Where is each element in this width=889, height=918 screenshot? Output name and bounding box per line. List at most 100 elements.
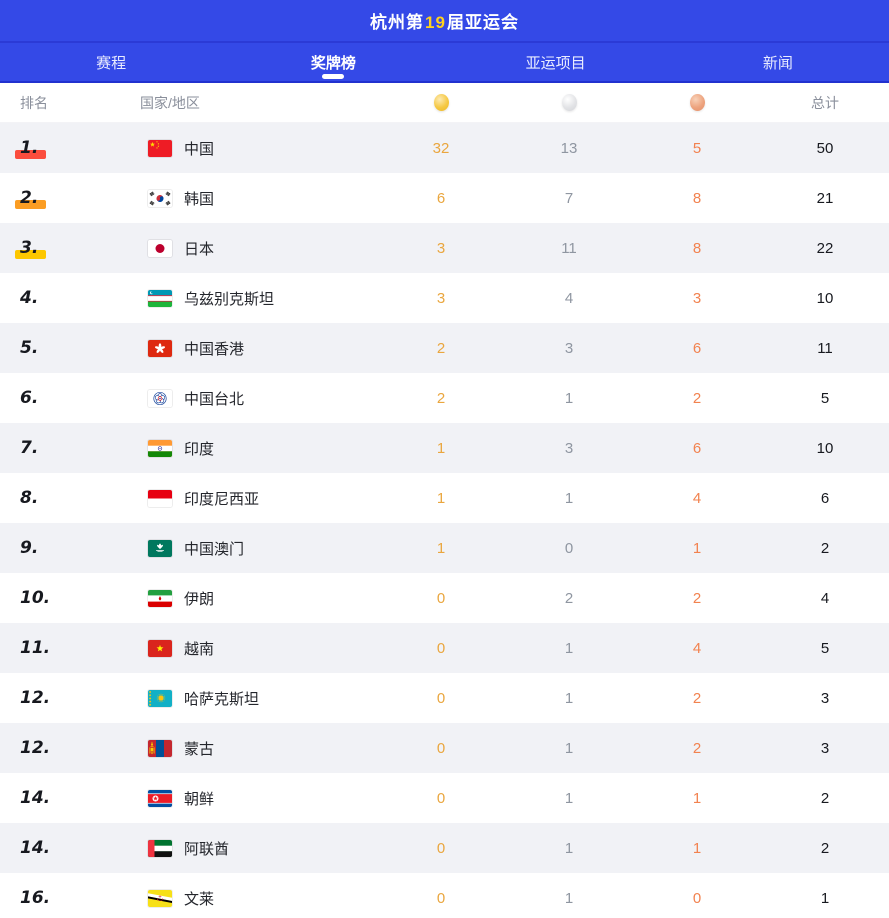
silver-count: 1	[564, 389, 574, 407]
medal-row-mo: 9. 中国澳门 1 0 1 2	[0, 523, 889, 573]
medal-row-ae: 14. 阿联酋 0 1 1 2	[0, 823, 889, 873]
total-count: 6	[820, 489, 830, 507]
rank-cell: 12.	[0, 688, 140, 708]
rank-number: 9.	[20, 538, 39, 558]
medal-row-id: 8. 印度尼西亚 1 1 4 6	[0, 473, 889, 523]
title-bar: 杭州第19届亚运会	[0, 0, 889, 41]
flag-jp-icon	[148, 239, 172, 257]
bronze-medal-icon	[689, 94, 705, 112]
country-cell: 中国澳门	[140, 538, 377, 559]
silver-medal-icon	[561, 94, 577, 112]
flag-id-icon	[148, 489, 172, 507]
column-header-total: 总计	[811, 94, 839, 111]
gold-count: 1	[436, 489, 446, 507]
silver-count: 11	[561, 239, 577, 257]
rank-cell: 2.	[0, 188, 140, 209]
rank-number: 16.	[20, 888, 51, 908]
flag-uz-icon	[148, 289, 172, 307]
country-name: 中国香港	[184, 340, 245, 358]
flag-vn-icon	[148, 639, 172, 657]
rank-cell: 10.	[0, 588, 140, 608]
country-cell: 日本	[140, 238, 377, 259]
medal-row-hk: 5. 中国香港 2 3 6 11	[0, 323, 889, 373]
silver-count: 1	[564, 689, 574, 707]
country-name: 朝鲜	[184, 790, 215, 808]
medal-row-vn: 11. 越南 0 1 4 5	[0, 623, 889, 673]
total-count: 10	[816, 439, 834, 457]
silver-count: 2	[564, 589, 574, 607]
rank-cell: 14.	[0, 838, 140, 858]
title-edition-number: 19	[425, 13, 446, 32]
silver-count: 0	[564, 539, 574, 557]
country-name: 哈萨克斯坦	[184, 690, 260, 708]
silver-count: 3	[564, 339, 574, 357]
rank-number: 7.	[20, 438, 39, 458]
total-count: 50	[816, 139, 834, 157]
gold-count: 0	[436, 839, 446, 857]
gold-count: 0	[436, 689, 446, 707]
bronze-count: 6	[692, 339, 702, 357]
medal-table-header: 排名 国家/地区 总计	[0, 83, 889, 123]
rank-cell: 3.	[0, 238, 140, 259]
bronze-count: 2	[692, 739, 702, 757]
country-cell: 阿联酋	[140, 838, 377, 859]
rank-number: 12.	[20, 688, 51, 708]
flag-in-icon	[148, 439, 172, 457]
rank-number: 2.	[20, 188, 39, 208]
country-cell: 朝鲜	[140, 788, 377, 809]
bronze-count: 5	[692, 139, 702, 157]
gold-count: 6	[436, 189, 446, 207]
country-name: 印度尼西亚	[184, 490, 260, 508]
tab-news[interactable]: 新闻	[667, 43, 889, 81]
flag-ir-icon	[148, 589, 172, 607]
country-name: 乌兹别克斯坦	[184, 290, 275, 308]
silver-count: 13	[560, 139, 578, 157]
country-cell: 中国台北	[140, 388, 377, 409]
rank-cell: 8.	[0, 488, 140, 508]
total-count: 5	[820, 639, 830, 657]
tab-bar: 赛程 奖牌榜 亚运项目 新闻	[0, 41, 889, 83]
silver-count: 4	[564, 289, 574, 307]
bronze-count: 2	[692, 689, 702, 707]
flag-mn-icon	[148, 739, 172, 757]
country-name: 蒙古	[184, 740, 215, 758]
medal-row-kz: 12. 哈萨克斯坦 0 1 2 3	[0, 673, 889, 723]
total-count: 2	[820, 839, 830, 857]
bronze-count: 3	[692, 289, 702, 307]
bronze-count: 2	[692, 589, 702, 607]
gold-count: 3	[436, 289, 446, 307]
bronze-count: 0	[692, 889, 702, 907]
tab-events[interactable]: 亚运项目	[445, 43, 667, 81]
country-name: 文莱	[184, 890, 215, 908]
silver-count: 1	[564, 839, 574, 857]
flag-kr-icon	[148, 189, 172, 207]
gold-count: 0	[436, 639, 446, 657]
total-count: 11	[817, 339, 833, 357]
rank-number: 4.	[20, 288, 39, 308]
country-name: 印度	[184, 440, 215, 458]
flag-kp-icon	[148, 789, 172, 807]
rank-number: 1.	[20, 138, 39, 158]
silver-count: 3	[564, 439, 574, 457]
tab-label: 亚运项目	[525, 54, 586, 72]
column-header-country: 国家/地区	[140, 94, 200, 111]
total-count: 10	[816, 289, 834, 307]
title-prefix: 杭州第	[370, 13, 425, 32]
rank-cell: 16.	[0, 888, 140, 908]
rank-cell: 9.	[0, 538, 140, 558]
flag-kz-icon	[148, 689, 172, 707]
bronze-count: 6	[692, 439, 702, 457]
rank-cell: 6.	[0, 388, 140, 408]
country-cell: 文莱	[140, 888, 377, 909]
tab-medals[interactable]: 奖牌榜	[222, 43, 444, 81]
country-cell: 印度	[140, 438, 377, 459]
bronze-count: 1	[692, 839, 702, 857]
silver-count: 1	[564, 739, 574, 757]
country-cell: 乌兹别克斯坦	[140, 288, 377, 309]
bronze-count: 1	[692, 789, 702, 807]
rank-number: 11.	[20, 638, 51, 658]
tab-schedule[interactable]: 赛程	[0, 43, 222, 81]
flag-ae-icon	[148, 839, 172, 857]
total-count: 2	[820, 539, 830, 557]
